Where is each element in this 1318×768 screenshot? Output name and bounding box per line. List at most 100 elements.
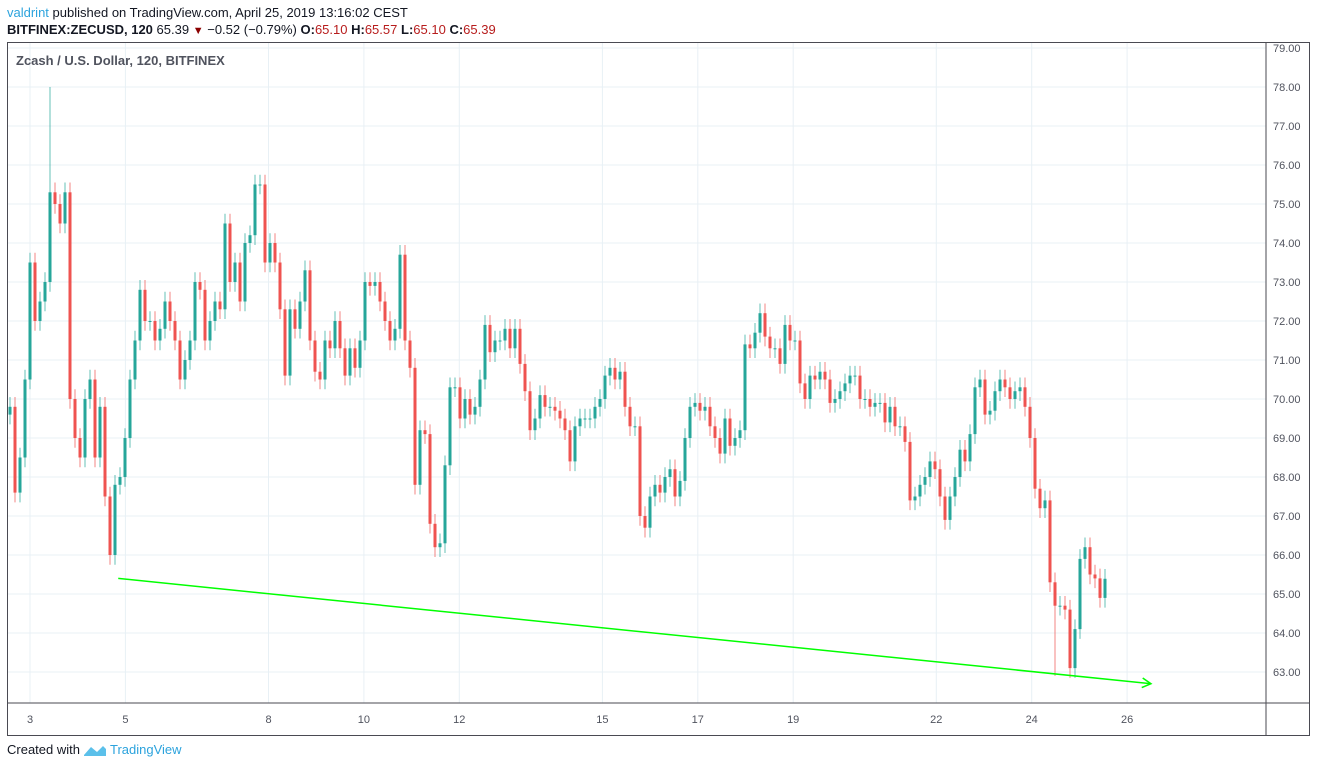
candle-down xyxy=(528,391,532,431)
candle-up xyxy=(418,430,422,485)
candle-up xyxy=(443,465,447,544)
candle-down xyxy=(983,379,987,415)
price-tick-label: 75.00 xyxy=(1273,199,1301,211)
candle-down xyxy=(558,410,562,419)
candle-up xyxy=(133,340,137,380)
time-tick-label: 3 xyxy=(27,714,33,726)
publish-text: published on TradingView.com, April 25, … xyxy=(52,5,408,20)
tradingview-logo-icon xyxy=(83,745,106,756)
candle-up xyxy=(503,328,507,341)
low-label: L: xyxy=(401,22,414,37)
candle-up xyxy=(753,332,757,349)
candle-down xyxy=(93,379,97,458)
candle-down xyxy=(308,270,312,341)
candle-down xyxy=(553,406,557,411)
candle-down xyxy=(13,406,17,493)
candle-down xyxy=(623,371,627,407)
candle-down xyxy=(173,321,177,341)
candle-up xyxy=(208,321,212,341)
chart-frame xyxy=(7,42,1310,736)
candle-down xyxy=(428,434,432,524)
candle-up xyxy=(298,301,302,329)
price-tick-label: 77.00 xyxy=(1273,121,1301,133)
candle-down xyxy=(143,289,147,321)
candle-up xyxy=(1073,629,1077,669)
candle-down xyxy=(778,348,782,364)
publish-info: valdrint published on TradingView.com, A… xyxy=(7,5,408,20)
candle-up xyxy=(288,309,292,376)
candle-down xyxy=(313,340,317,372)
candle-down xyxy=(1028,406,1032,438)
candle-up xyxy=(693,402,697,407)
candle-up xyxy=(948,496,952,520)
candle-down xyxy=(108,496,112,555)
candle-down xyxy=(378,282,382,302)
candle-up xyxy=(608,367,612,376)
candle-up xyxy=(688,406,692,438)
candle-up xyxy=(98,406,102,458)
price-tick-label: 72.00 xyxy=(1273,316,1301,328)
tradingview-link[interactable]: TradingView xyxy=(109,742,182,757)
candle-up xyxy=(683,438,687,481)
candle-up xyxy=(978,379,982,388)
candle-up xyxy=(498,340,502,342)
candle-up xyxy=(393,328,397,341)
candle-down xyxy=(458,387,462,419)
candle-up xyxy=(878,402,882,404)
candle-down xyxy=(203,289,207,341)
candle-up xyxy=(148,321,152,322)
chart-legend: Zcash / U.S. Dollar, 120, BITFINEX xyxy=(16,53,225,68)
candle-up xyxy=(958,449,962,477)
candle-up xyxy=(213,301,217,321)
candle-up xyxy=(773,348,777,350)
candle-up xyxy=(118,477,122,485)
candle-down xyxy=(58,204,62,224)
candle-down xyxy=(468,399,472,415)
candle-up xyxy=(873,402,877,407)
candle-down xyxy=(278,262,282,310)
candle-down xyxy=(423,430,427,435)
candle-up xyxy=(478,379,482,407)
candle-down xyxy=(328,340,332,349)
candle-up xyxy=(1078,558,1082,630)
candle-up xyxy=(1018,387,1022,392)
price-tick-label: 66.00 xyxy=(1273,550,1301,562)
candle-up xyxy=(808,375,812,399)
candle-down xyxy=(73,399,77,438)
candle-up xyxy=(258,184,262,186)
candle-up xyxy=(703,406,707,411)
candle-up xyxy=(863,399,867,400)
candle-up xyxy=(848,375,852,384)
candle-up xyxy=(758,313,762,333)
candle-down xyxy=(673,469,677,497)
candle-up xyxy=(538,395,542,419)
candle-down xyxy=(1063,605,1067,610)
candle-up xyxy=(733,438,737,446)
candle-down xyxy=(763,313,767,337)
candle-up xyxy=(578,418,582,427)
candle-up xyxy=(128,379,132,438)
candle-down xyxy=(768,336,772,349)
candle-down xyxy=(293,309,297,329)
candle-down xyxy=(1008,387,1012,399)
candle-down xyxy=(318,371,322,380)
candle-up xyxy=(223,223,227,310)
candle-up xyxy=(88,379,92,399)
candle-down xyxy=(53,192,57,204)
time-tick-label: 19 xyxy=(787,714,799,726)
candle-down xyxy=(273,243,277,263)
candle-down xyxy=(368,282,372,286)
candle-up xyxy=(28,262,32,380)
author-link[interactable]: valdrint xyxy=(7,5,49,20)
candle-up xyxy=(988,410,992,415)
candle-up xyxy=(723,418,727,454)
candle-down xyxy=(103,406,107,497)
candle-down xyxy=(563,418,567,431)
price-tick-label: 76.00 xyxy=(1273,160,1301,172)
price-tick-label: 64.00 xyxy=(1273,628,1301,640)
candle-up xyxy=(38,301,42,321)
price-tick-label: 69.00 xyxy=(1273,433,1301,445)
low-value: 65.10 xyxy=(413,22,446,37)
candle-up xyxy=(648,496,652,528)
